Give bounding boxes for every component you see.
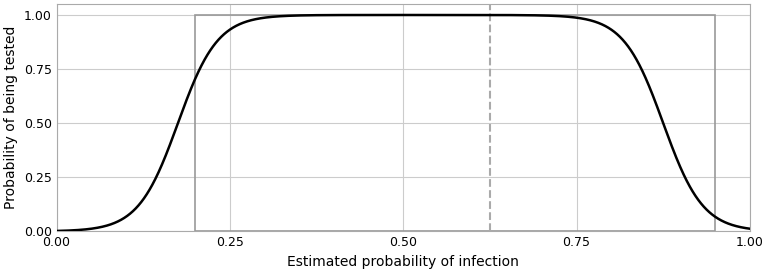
X-axis label: Estimated probability of infection: Estimated probability of infection [287, 255, 519, 269]
Y-axis label: Probability of being tested: Probability of being tested [4, 26, 18, 209]
Bar [195, 15, 715, 232]
